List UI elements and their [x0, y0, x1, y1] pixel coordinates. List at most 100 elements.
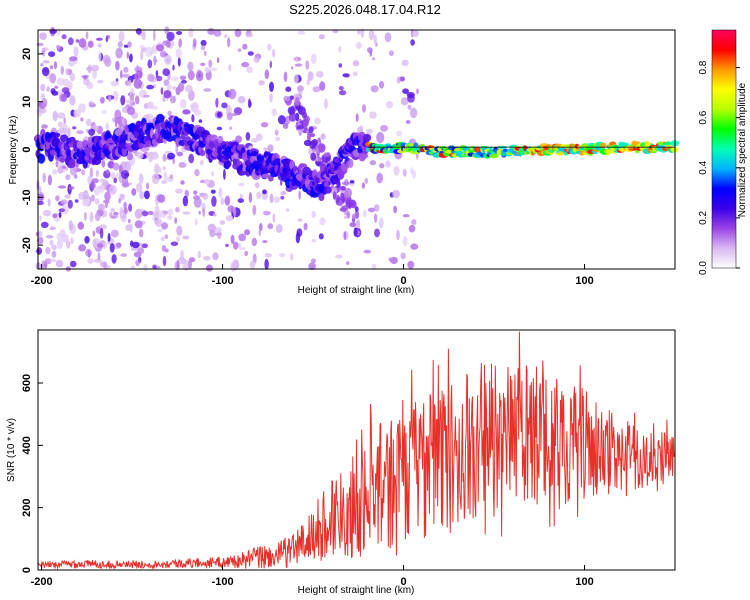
spectrogram-blob	[188, 27, 194, 38]
spectrogram-blob	[161, 180, 167, 184]
spectrogram-blob	[99, 224, 107, 230]
spectrogram-blob	[402, 88, 409, 94]
snr-y-ticks: 0 200 400 600	[21, 374, 43, 573]
spectrogram-blob	[182, 235, 190, 240]
spectrogram-blob	[297, 125, 304, 130]
spectrogram-blob	[76, 130, 84, 135]
spectrogram-blob	[200, 45, 206, 51]
spectrogram-y-tick-label: 10	[21, 96, 33, 108]
spectrogram-blob	[294, 96, 300, 107]
spectrogram-blob	[160, 87, 164, 95]
snr-x-tick-label: 100	[575, 576, 593, 588]
spectrogram-blob	[68, 186, 75, 190]
spectrogram-blob	[341, 195, 345, 203]
spectrogram-blob	[126, 152, 133, 161]
spectrogram-blob	[99, 178, 107, 183]
spectrogram-blob	[143, 94, 150, 98]
spectrogram-blob	[73, 46, 79, 57]
spectrogram-blob	[136, 151, 144, 159]
spectrogram-blob	[176, 225, 183, 236]
spectrogram-blob	[49, 73, 57, 84]
spectrogram-blob	[92, 230, 96, 237]
spectrogram-blob	[93, 258, 102, 263]
spectrogram-blob	[280, 179, 283, 186]
spectrogram-blob	[360, 28, 365, 38]
spectrogram-blob	[139, 228, 144, 238]
spectrogram-blob	[52, 110, 58, 122]
spectrogram-blob	[238, 182, 245, 187]
spectrogram-blob	[90, 182, 96, 189]
spectrogram-blob	[293, 74, 299, 84]
spectrogram-blob	[194, 218, 198, 226]
spectrogram-blob	[67, 199, 73, 209]
spectrogram-x-tick-label: -100	[212, 275, 234, 287]
spectrogram-blob	[408, 224, 416, 233]
spectrogram-blob	[241, 61, 250, 68]
spectrogram-blob	[305, 60, 310, 70]
spectrogram-blob	[312, 86, 321, 93]
spectrogram-ridge-blob	[59, 157, 65, 163]
spectrogram-blob	[162, 255, 167, 267]
spectrogram-blob	[352, 71, 358, 77]
spectrogram-blob	[246, 66, 253, 74]
spectrogram-ridge-blob	[51, 132, 61, 138]
spectrogram-blob	[146, 182, 150, 190]
spectrogram-blob	[164, 234, 168, 240]
spectrogram-blob	[85, 248, 92, 257]
spectrogram-blob	[110, 207, 115, 213]
spectrogram-blob	[197, 250, 201, 259]
spectrogram-blob	[48, 51, 56, 57]
spectrogram-blob	[78, 103, 86, 113]
spectrogram-blob	[98, 51, 102, 62]
spectrogram-blob	[343, 231, 347, 240]
spectrogram-blob	[55, 44, 61, 50]
spectrogram-blob	[293, 56, 302, 62]
spectrogram-blob	[176, 31, 183, 35]
spectrogram-blob	[341, 181, 351, 186]
spectrogram-blob	[187, 70, 195, 81]
spectrogram-blob	[182, 195, 189, 207]
spectrogram-blob	[198, 210, 201, 215]
spectrogram-blob	[178, 161, 186, 168]
spectrogram-blob	[49, 226, 56, 231]
spectrogram-blob	[41, 124, 48, 129]
spectrogram-blob	[269, 60, 272, 69]
spectrogram-blob	[42, 209, 52, 217]
spectrogram-blob	[254, 182, 260, 189]
spectrogram-blob	[94, 212, 101, 222]
spectrogram-y-tick-label: 20	[21, 48, 33, 60]
spectrogram-blob	[167, 208, 173, 217]
spectrogram-blob	[37, 200, 44, 206]
spectrogram-blob	[53, 61, 58, 70]
spectrogram-blob	[193, 190, 198, 195]
spectrogram-blob	[51, 250, 57, 258]
spectrogram-blob	[81, 169, 86, 176]
spectrogram-blob	[91, 178, 99, 184]
spectrogram-blob	[61, 87, 70, 94]
spectrogram-blob	[89, 211, 94, 223]
spectrogram-blob	[269, 193, 274, 204]
colorbar-tick-label: 0.6	[698, 110, 709, 124]
spectrogram-blob	[69, 260, 77, 268]
spectrogram-blob	[318, 233, 324, 240]
spectrogram-blob	[113, 211, 119, 216]
spectrogram-blob	[335, 254, 343, 259]
spectrogram-blob	[298, 190, 302, 200]
spectrogram-blob	[369, 50, 373, 57]
spectrogram-blob	[307, 71, 314, 81]
spectrogram-ridge-blob	[503, 148, 508, 153]
spectrogram-blob	[179, 75, 187, 81]
spectrogram-blob	[65, 68, 69, 76]
spectrogram-blob	[117, 41, 123, 48]
spectrogram-blob	[40, 83, 46, 92]
spectrogram-blob	[269, 81, 274, 93]
spectrogram-blob	[187, 61, 194, 72]
spectrogram-blob	[297, 218, 303, 223]
spectrogram-blob	[118, 198, 122, 204]
spectrogram-blob	[58, 211, 62, 218]
spectrogram-ridge-blob	[347, 158, 354, 168]
spectrogram-blob	[128, 79, 132, 87]
spectrogram-blob	[42, 60, 50, 64]
spectrogram-blob	[212, 213, 217, 217]
